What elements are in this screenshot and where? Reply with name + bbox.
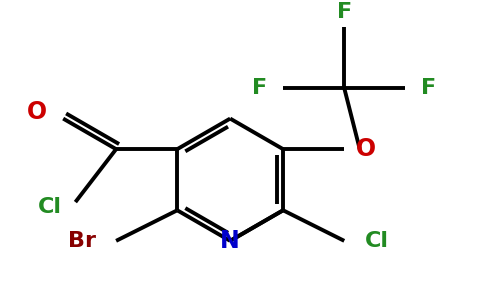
- Text: N: N: [220, 229, 240, 253]
- Text: Cl: Cl: [38, 197, 62, 217]
- Text: F: F: [421, 78, 436, 98]
- Text: O: O: [27, 100, 47, 124]
- Text: O: O: [355, 137, 376, 161]
- Text: Br: Br: [68, 231, 96, 251]
- Text: F: F: [337, 2, 352, 22]
- Text: Cl: Cl: [364, 231, 389, 251]
- Text: F: F: [252, 78, 267, 98]
